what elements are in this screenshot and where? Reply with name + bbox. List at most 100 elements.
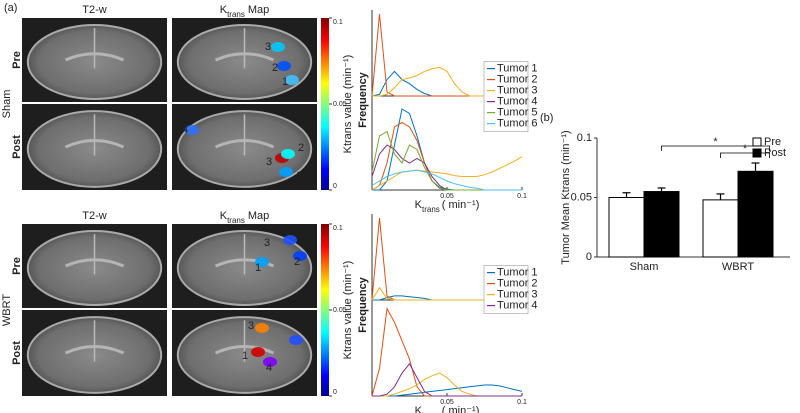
bar <box>643 191 680 258</box>
ktrans-blob <box>289 335 303 345</box>
significance-star: * <box>713 136 718 148</box>
curve <box>371 156 523 191</box>
text-part: K <box>220 210 228 222</box>
legend-swatch <box>752 137 762 147</box>
ktrans-blob <box>251 347 265 357</box>
colorbar-tick-label: 0.1 <box>333 225 343 232</box>
column-header: Ktrans Map <box>220 210 270 225</box>
tumor-label: 4 <box>182 124 188 136</box>
legend-label: Tumor 4 <box>497 300 538 312</box>
ktrans-blob <box>279 167 293 177</box>
brain-cortex <box>26 24 163 100</box>
text-part: trans <box>422 205 440 214</box>
group-label: Sham <box>1 90 13 119</box>
curve <box>372 384 523 397</box>
column-header: T2-w <box>82 4 107 16</box>
curve <box>372 372 522 397</box>
ventricle <box>64 258 125 268</box>
ventricle <box>214 139 275 149</box>
y-axis-label: Tumor Mean Ktrans (min⁻¹) <box>560 130 572 264</box>
group-label: WBRT <box>1 294 13 326</box>
ktrans-blob <box>285 75 299 85</box>
tumor-label: 4 <box>266 362 272 374</box>
column-header: T2-w <box>82 210 107 222</box>
ventricle <box>64 345 125 355</box>
brain-cortex <box>176 316 313 394</box>
legend-label: Tumor 3 <box>497 289 538 301</box>
curve <box>372 362 522 397</box>
tumor-label: 1 <box>296 170 302 182</box>
tumor-label: 3 <box>265 41 271 53</box>
bar <box>608 197 645 258</box>
tumor-label: 1 <box>282 76 288 88</box>
text-part: ( min⁻¹) <box>442 405 480 413</box>
brain-cortex <box>26 230 163 306</box>
ventricle <box>214 345 275 355</box>
y-tick-label: 0.1 <box>577 132 592 144</box>
text-part: Map <box>248 4 269 16</box>
legend-box <box>483 61 529 132</box>
brain-cortex <box>176 24 313 100</box>
legend-label: Tumor 1 <box>497 267 538 279</box>
colorbar-label: Ktrans value (min⁻¹) <box>342 261 354 360</box>
curve <box>371 144 522 191</box>
tumor-label: 2 <box>298 323 304 335</box>
y-tick-label: 0.05 <box>571 191 592 203</box>
colorbar-label: Ktrans value (min⁻¹) <box>342 55 354 154</box>
tumor-label: 3 <box>248 320 254 332</box>
brain-cortex <box>26 316 163 394</box>
text-part: trans <box>227 10 245 19</box>
legend-label: Tumor 6 <box>497 118 538 130</box>
colorbar-tick-label: 0.05 <box>333 307 347 314</box>
brain-cortex <box>26 110 163 188</box>
tumor-label: 2 <box>294 256 300 268</box>
panel-label: (b) <box>540 112 553 124</box>
row-label: Post <box>11 341 23 365</box>
ventricle <box>64 52 125 62</box>
panel-label: (a) <box>4 2 17 14</box>
text-part: trans <box>422 411 440 413</box>
text-part: ( min⁻¹) <box>442 199 480 211</box>
legend-label: Tumor 1 <box>497 63 538 75</box>
tumor-label: 1 <box>255 262 261 274</box>
legend-label: Tumor 3 <box>497 85 538 97</box>
y-axis-label: Frequency <box>357 71 369 128</box>
colorbar-tick-label: 0 <box>333 389 337 396</box>
ventricle <box>214 52 275 62</box>
text-part: K <box>415 405 423 413</box>
tumor-label: 3 <box>266 156 272 168</box>
ktrans-blob <box>281 149 295 159</box>
text-part: K <box>220 4 228 16</box>
x-tick-label: 0.1 <box>517 193 527 200</box>
row-label: Pre <box>11 51 23 69</box>
significance-star: * <box>743 143 748 155</box>
x-tick-label: Sham <box>630 261 659 273</box>
text-part: Map <box>248 210 269 222</box>
x-tick-label: WBRT <box>722 261 754 273</box>
legend-label: Tumor 4 <box>497 96 538 108</box>
curve <box>371 121 522 191</box>
ktrans-blob <box>185 125 199 135</box>
error-bar <box>657 187 666 192</box>
x-tick-label: 0.05 <box>440 193 454 200</box>
ktrans-blob <box>293 251 307 261</box>
column-header: Ktrans Map <box>220 4 270 19</box>
legend-label: Tumor 5 <box>497 107 538 119</box>
curve <box>371 169 522 191</box>
text-part: K <box>415 199 423 211</box>
tumor-label: 1 <box>242 350 248 362</box>
ktrans-blob <box>283 235 297 245</box>
ktrans-blob <box>263 357 277 367</box>
ktrans-blob <box>255 257 269 267</box>
legend-label: Tumor 2 <box>497 74 538 86</box>
error-bar <box>751 162 760 172</box>
colorbar-tick-label: 0.05 <box>333 101 347 108</box>
legend-label: Tumor 2 <box>497 278 538 290</box>
x-tick-label: 0.05 <box>440 399 454 406</box>
x-axis-label: Ktrans( min⁻¹) <box>415 199 480 214</box>
ktrans-blob <box>255 323 269 333</box>
x-tick-label: 0.1 <box>517 399 527 406</box>
tumor-label: 2 <box>298 142 304 154</box>
ventricle <box>214 258 275 268</box>
